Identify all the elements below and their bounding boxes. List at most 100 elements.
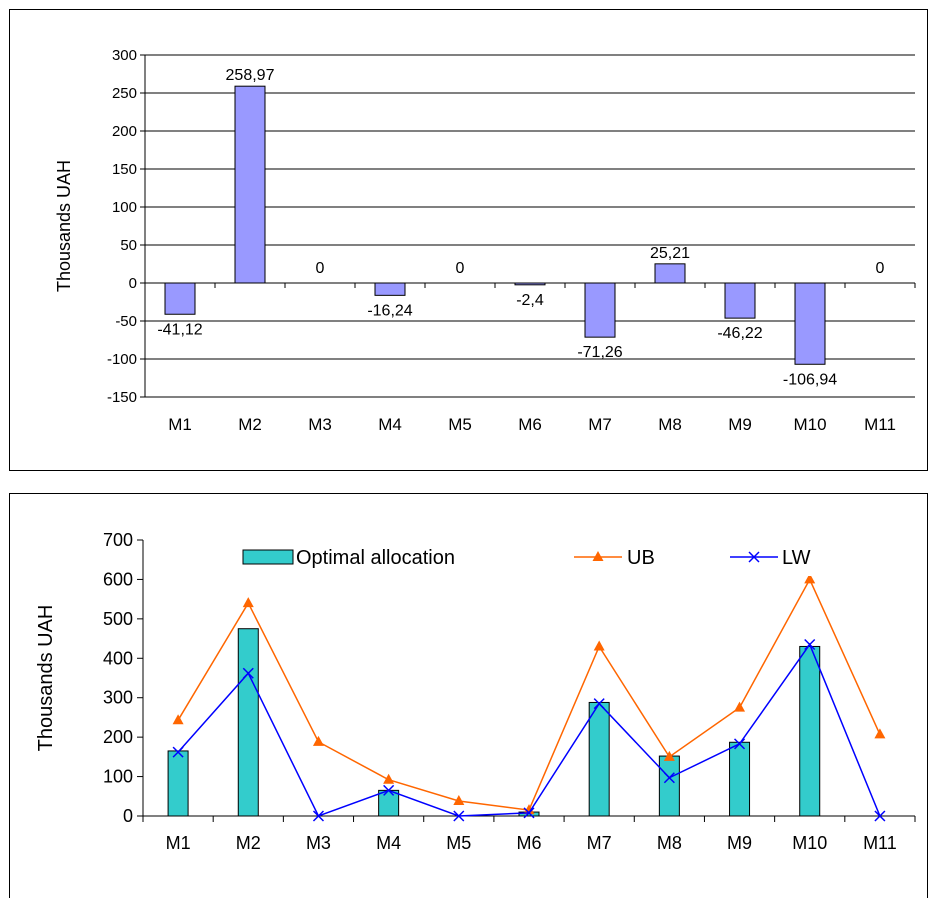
legend-swatch-bar	[242, 549, 294, 565]
y-tick-label: 500	[103, 609, 133, 629]
lw-marker-stroke	[593, 698, 605, 710]
bar	[584, 282, 616, 338]
data-label: 0	[876, 260, 885, 277]
data-label: -16,24	[367, 302, 412, 319]
ub-point	[523, 804, 535, 815]
y-tick-label: 300	[103, 688, 133, 708]
bar	[588, 701, 610, 817]
bar	[234, 85, 266, 284]
bar	[237, 628, 259, 817]
y-axis-label: Thousands UAH	[35, 605, 57, 752]
y-tick-label: 0	[123, 806, 133, 826]
x-tick-label: M9	[728, 415, 752, 434]
x-tick-label: M3	[306, 833, 331, 853]
y-tick-label: 200	[103, 727, 133, 747]
x-tick-label: M11	[863, 833, 897, 853]
x-tick-label: M10	[793, 415, 826, 434]
y-tick-label: 250	[112, 85, 137, 102]
lw-point	[383, 784, 395, 796]
y-tick-label: -150	[107, 389, 137, 406]
x-tick-label: M6	[518, 415, 542, 434]
top-chart-panel: -150 -100 -50 0 50 100 150 200 250 300 -41,12 258,9…	[9, 9, 928, 471]
lw-marker-stroke	[663, 772, 675, 784]
ub-point	[383, 773, 395, 784]
data-label: 258,97	[226, 67, 275, 84]
x-tick-label: M8	[657, 833, 682, 853]
lw-marker-stroke	[242, 667, 254, 679]
y-tick-label: -100	[107, 351, 137, 368]
lw-marker-stroke	[312, 810, 324, 822]
y-tick-label: 400	[103, 648, 133, 668]
lw-marker-stroke	[804, 638, 816, 651]
y-tick-label: -50	[115, 313, 137, 330]
legend: Optimal allocation UB LW	[207, 536, 857, 576]
y-tick-label: 100	[112, 199, 137, 216]
x-tick-label: M3	[308, 415, 332, 434]
ub-point	[453, 795, 465, 806]
ub-point	[593, 640, 605, 651]
bottom-chart-panel: 0 100 200 300 400 500 600 700 M1 M2 M3 M4 M5 M6 M7 M8 M9…	[0, 484, 938, 898]
ub-point	[734, 701, 746, 712]
x-tick-label: M2	[236, 833, 261, 853]
bar	[167, 750, 189, 817]
legend-marker-ub	[592, 551, 604, 561]
lw-marker-stroke	[874, 810, 886, 822]
data-label: -71,26	[577, 344, 622, 361]
y-tick-label: 200	[112, 123, 137, 140]
y-tick-label: 150	[112, 161, 137, 178]
y-tick-label: 300	[112, 47, 137, 64]
x-tick-label: M7	[587, 833, 612, 853]
bar	[799, 645, 821, 817]
y-tick-label: 0	[129, 275, 137, 292]
lw-point	[734, 738, 746, 750]
lw-point	[663, 772, 675, 784]
lw-point	[172, 746, 184, 758]
y-tick-label: 50	[120, 237, 137, 254]
bar	[654, 263, 686, 284]
data-label: 0	[316, 260, 325, 277]
lw-point	[312, 810, 324, 822]
bar	[658, 755, 680, 817]
lw-marker-stroke	[383, 784, 395, 796]
data-label: 25,21	[650, 245, 690, 262]
x-tick-label: M1	[168, 415, 192, 434]
legend-label: LW	[782, 547, 811, 569]
bar	[164, 282, 196, 315]
x-tick-label: M6	[516, 833, 541, 853]
x-tick-label: M7	[588, 415, 612, 434]
x-tick-label: M2	[238, 415, 262, 434]
lw-point	[874, 810, 886, 822]
legend-label: UB	[627, 547, 655, 569]
x-tick-label: M10	[792, 833, 827, 853]
x-tick-label: M4	[378, 415, 402, 434]
ub-point	[312, 735, 324, 746]
lw-marker-stroke	[734, 738, 746, 750]
x-tick-label: M11	[864, 415, 896, 434]
data-label: -41,12	[157, 321, 202, 338]
lw-point	[242, 667, 254, 679]
lw-point	[453, 810, 465, 822]
x-tick-label: M8	[658, 415, 682, 434]
lw-point	[523, 807, 535, 819]
y-tick-label: 600	[103, 569, 133, 589]
lw-marker-stroke	[172, 746, 184, 758]
ub-point	[874, 728, 886, 739]
allocation-chart: 0 100 200 300 400 500 600 700 M1 M2 M3 M4 M5 M6 M7 M8 M9…	[9, 493, 928, 898]
x-tick-label: M1	[166, 833, 191, 853]
ub-point	[663, 750, 675, 761]
legend-label: Optimal allocation	[296, 547, 455, 569]
legend-box	[207, 536, 857, 576]
bar	[514, 282, 546, 286]
data-label: -2,4	[516, 292, 544, 309]
bar	[374, 282, 406, 296]
bar	[378, 789, 400, 817]
legend-marker-lw	[748, 551, 760, 563]
y-tick-label: 700	[103, 530, 133, 550]
x-tick-label: M5	[446, 833, 471, 853]
bar	[724, 282, 756, 319]
lw-point	[804, 638, 816, 651]
difference-bar-chart: -150 -100 -50 0 50 100 150 200 250 300 -41,12 258,9…	[9, 9, 928, 471]
ub-point	[242, 597, 254, 608]
data-label: -46,22	[717, 325, 762, 342]
x-tick-label: M5	[448, 415, 472, 434]
